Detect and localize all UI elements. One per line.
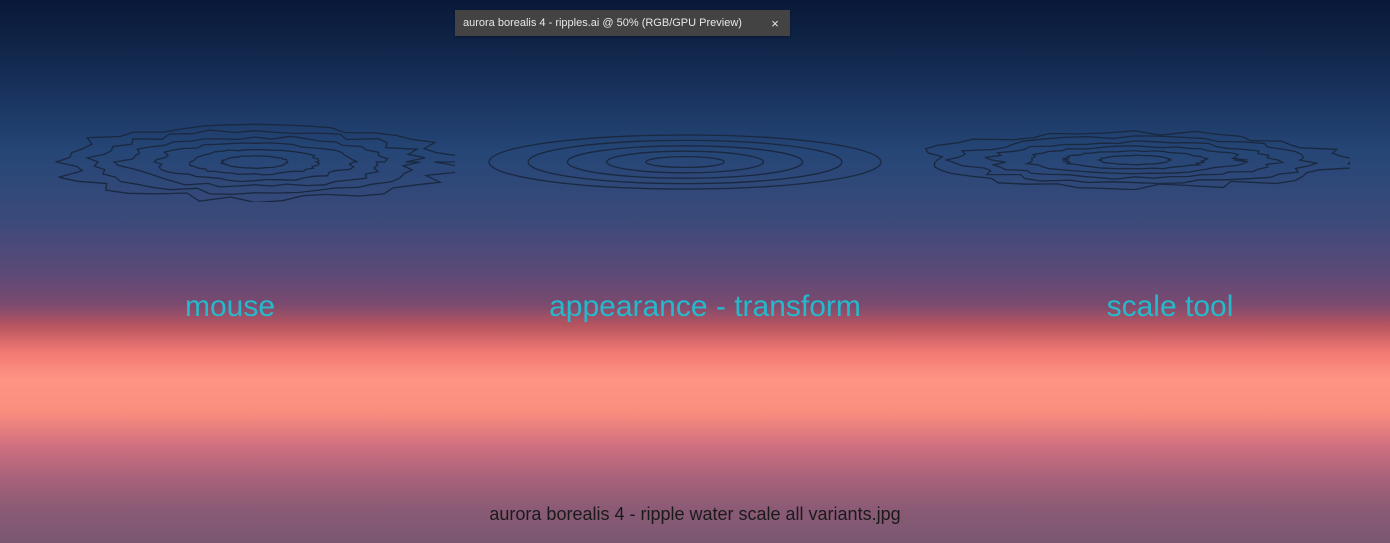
close-icon[interactable]: × (768, 16, 782, 30)
document-tab[interactable]: aurora borealis 4 - ripples.ai @ 50% (RG… (455, 10, 790, 36)
filename-caption: aurora borealis 4 - ripple water scale a… (489, 504, 900, 525)
tab-title: aurora borealis 4 - ripples.ai @ 50% (RG… (463, 17, 742, 29)
ripple-scale-tool-artwork[interactable] (920, 130, 1350, 190)
label-mouse: mouse (160, 290, 300, 324)
ripple-mouse-artwork[interactable] (55, 122, 455, 202)
label-scale-tool: scale tool (1060, 290, 1280, 324)
canvas-background (0, 0, 1390, 543)
ripple-appearance-transform-artwork[interactable] (485, 132, 885, 192)
label-appearance-transform: appearance - transform (495, 290, 915, 324)
